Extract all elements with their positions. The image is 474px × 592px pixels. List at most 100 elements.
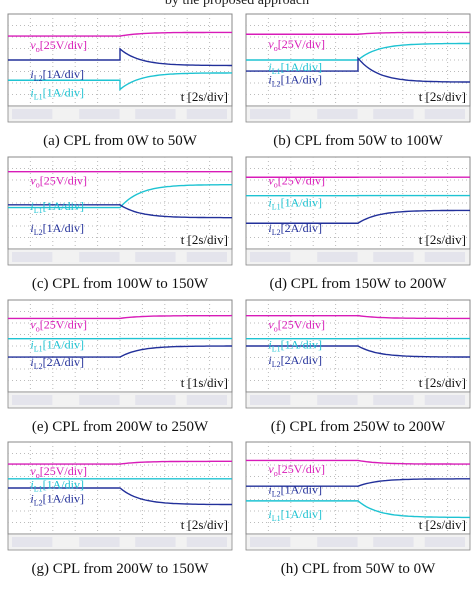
subscript: o <box>36 324 40 333</box>
trace-label: iL1[1A/div] <box>30 86 84 102</box>
scale: [1A/div] <box>281 195 322 209</box>
trace-label: iL2[1A/div] <box>30 492 84 508</box>
header: by the proposed approach <box>165 0 309 8</box>
scale: [1A/div] <box>281 73 322 87</box>
time-scale: t [2s/div] <box>419 375 466 390</box>
scale: [1A/div] <box>43 492 84 506</box>
time-scale: t [2s/div] <box>181 89 228 104</box>
trace-label: iL2[1A/div] <box>30 221 84 237</box>
readout-field <box>317 109 358 119</box>
caption: (h) CPL from 50W to 0W <box>281 561 436 577</box>
readout-field <box>135 252 176 262</box>
scale: [1A/div] <box>43 199 84 213</box>
subscript: L1 <box>34 206 43 215</box>
subscript: L2 <box>34 499 43 508</box>
readout-field <box>186 252 228 262</box>
readout-bar <box>245 105 471 123</box>
subscript: L1 <box>34 345 43 354</box>
scale: [1A/div] <box>43 338 84 352</box>
readout-bar <box>7 391 233 409</box>
time-scale: t [2s/div] <box>419 89 466 104</box>
scope-panel: vo[25V/div]iL1[1A/div]iL2[1A/div]t [2s/d… <box>7 441 233 577</box>
subscript: L1 <box>34 93 43 102</box>
scale: [25V/div] <box>278 462 325 476</box>
scale: [1A/div] <box>43 478 84 492</box>
trace <box>8 47 232 67</box>
symbol: i <box>268 338 271 352</box>
scope-panel: vo[25V/div] iL1[1A/div]iL2[2A/div] t [1s/d… <box>7 299 233 435</box>
readout-field <box>186 109 228 119</box>
readout-field <box>424 395 466 405</box>
trace <box>8 345 232 358</box>
subscript: o <box>274 324 278 333</box>
caption: (d) CPL from 150W to 200W <box>269 276 447 292</box>
scale: [1A/div] <box>43 67 84 81</box>
symbol: i <box>268 195 271 209</box>
subscript: L1 <box>34 485 43 494</box>
readout-field <box>424 252 466 262</box>
subscript: L1 <box>272 67 281 76</box>
trace-label: vo[25V/div] <box>30 464 87 480</box>
trace <box>246 31 470 35</box>
trace-label: iL1[1A/div] <box>268 507 322 523</box>
symbol: i <box>30 67 33 81</box>
readout-field <box>79 537 120 547</box>
scale: [2A/div] <box>281 353 322 367</box>
readout-field <box>317 252 358 262</box>
scope-panel: vo[25V/div]iL1[1A/div]iL2[2A/div]t [2s/d… <box>245 299 471 435</box>
trace <box>246 314 470 320</box>
readout-field <box>12 109 53 119</box>
readout-field <box>12 395 53 405</box>
trace <box>8 31 232 37</box>
scope-panel: vo[25V/div]iL2[1A/div]iL1[1A/div]t [2s/d… <box>7 13 233 149</box>
time-scale: t [1s/div] <box>181 375 228 390</box>
trace-label: vo[25V/div] <box>30 173 87 189</box>
scope-panel: vo[25V/div]iL1[1A/div]iL2[2A/div]t [2s/d… <box>245 156 471 292</box>
trace-label: iL1[1A/div] <box>268 338 322 354</box>
trace-label: iL2[2A/div] <box>30 355 84 371</box>
symbol: v <box>268 37 274 51</box>
trace-label: iL1[1A/div] <box>30 338 84 354</box>
subscript: L2 <box>272 80 281 89</box>
trace <box>246 345 470 358</box>
symbol: i <box>268 221 271 235</box>
symbol: v <box>268 173 274 187</box>
symbol: v <box>268 462 274 476</box>
symbol: v <box>30 317 36 331</box>
trace-label: vo[25V/div] <box>30 317 87 333</box>
readout-bar <box>7 533 233 551</box>
readout-bar <box>245 533 471 551</box>
trace-label: iL1[1A/div] <box>30 478 84 494</box>
subscript: L2 <box>34 74 43 83</box>
caption: (b) CPL from 50W to 100W <box>273 133 443 149</box>
trace <box>246 459 470 465</box>
readout-bar <box>245 391 471 409</box>
subscript: L2 <box>34 228 43 237</box>
symbol: i <box>30 478 33 492</box>
trace <box>8 314 233 320</box>
readout-field <box>317 537 358 547</box>
readout-field <box>186 537 228 547</box>
subscript: o <box>36 180 40 189</box>
trace <box>8 72 232 91</box>
scale: [25V/div] <box>40 464 87 478</box>
readout-field <box>250 252 291 262</box>
subscript: o <box>274 180 278 189</box>
scale: [1A/div] <box>43 86 84 100</box>
scale: [25V/div] <box>40 38 87 52</box>
caption: (g) CPL from 200W to 150W <box>31 561 209 577</box>
scope-panel: vo[25V/div]iL2[1A/div]iL1[1A/div]t [2s/d… <box>245 441 471 577</box>
trace-label: vo[25V/div] <box>268 37 325 53</box>
scale: [2A/div] <box>43 355 84 369</box>
trace-label: iL2[1A/div] <box>30 67 84 83</box>
readout-field <box>373 252 414 262</box>
trace-label: iL2[1A/div] <box>268 482 322 498</box>
time-scale: t [2s/div] <box>181 232 228 247</box>
trace <box>8 487 232 506</box>
symbol: i <box>268 60 271 74</box>
scale: [25V/div] <box>278 317 325 331</box>
scope-panel: vo[25V/div]iL1[1A/div]iL2[1A/div]t [2s/d… <box>245 13 471 149</box>
symbol: v <box>30 173 36 187</box>
scale: [25V/div] <box>40 173 87 187</box>
